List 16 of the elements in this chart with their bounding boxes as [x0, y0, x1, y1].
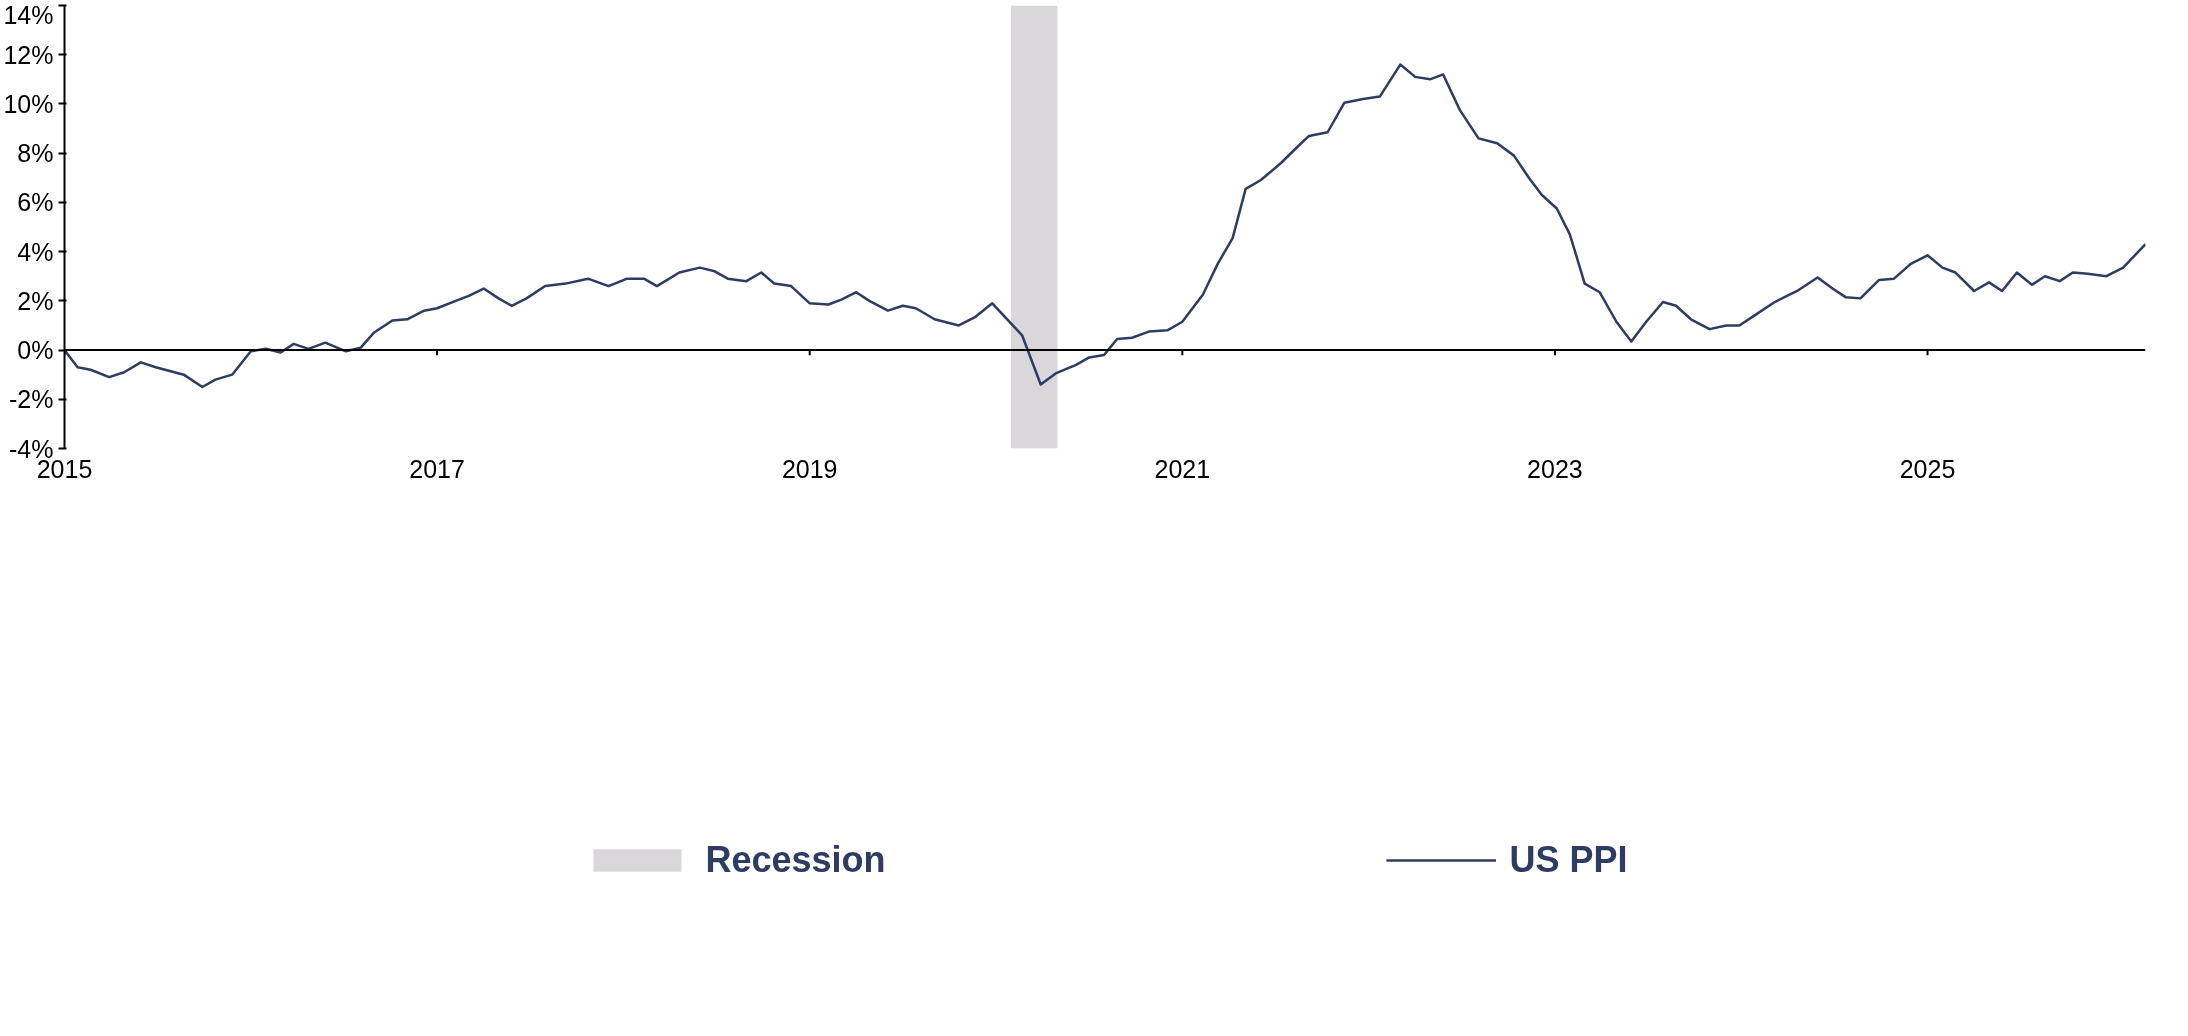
- y-tick-label: 12%: [3, 40, 54, 69]
- legend-label: Recession: [705, 838, 886, 881]
- y-tick-label: 8%: [17, 139, 54, 168]
- y-tick-label: -2%: [9, 385, 54, 414]
- legend-label: US PPI: [1509, 838, 1628, 881]
- y-tick-label: 0%: [17, 336, 54, 365]
- x-tick-label: 2019: [781, 454, 838, 483]
- y-tick-label: 6%: [17, 188, 54, 217]
- y-tick-label: 2%: [17, 286, 54, 315]
- x-tick-label: 2025: [1899, 454, 1956, 483]
- y-tick-label: 10%: [3, 89, 54, 118]
- y-tick-label: 4%: [17, 237, 54, 266]
- x-tick-label: 2023: [1527, 454, 1583, 483]
- x-tick-label: 2021: [1154, 454, 1211, 483]
- y-tick-label: 14%: [3, 0, 54, 29]
- x-tick-label: 2017: [409, 454, 465, 483]
